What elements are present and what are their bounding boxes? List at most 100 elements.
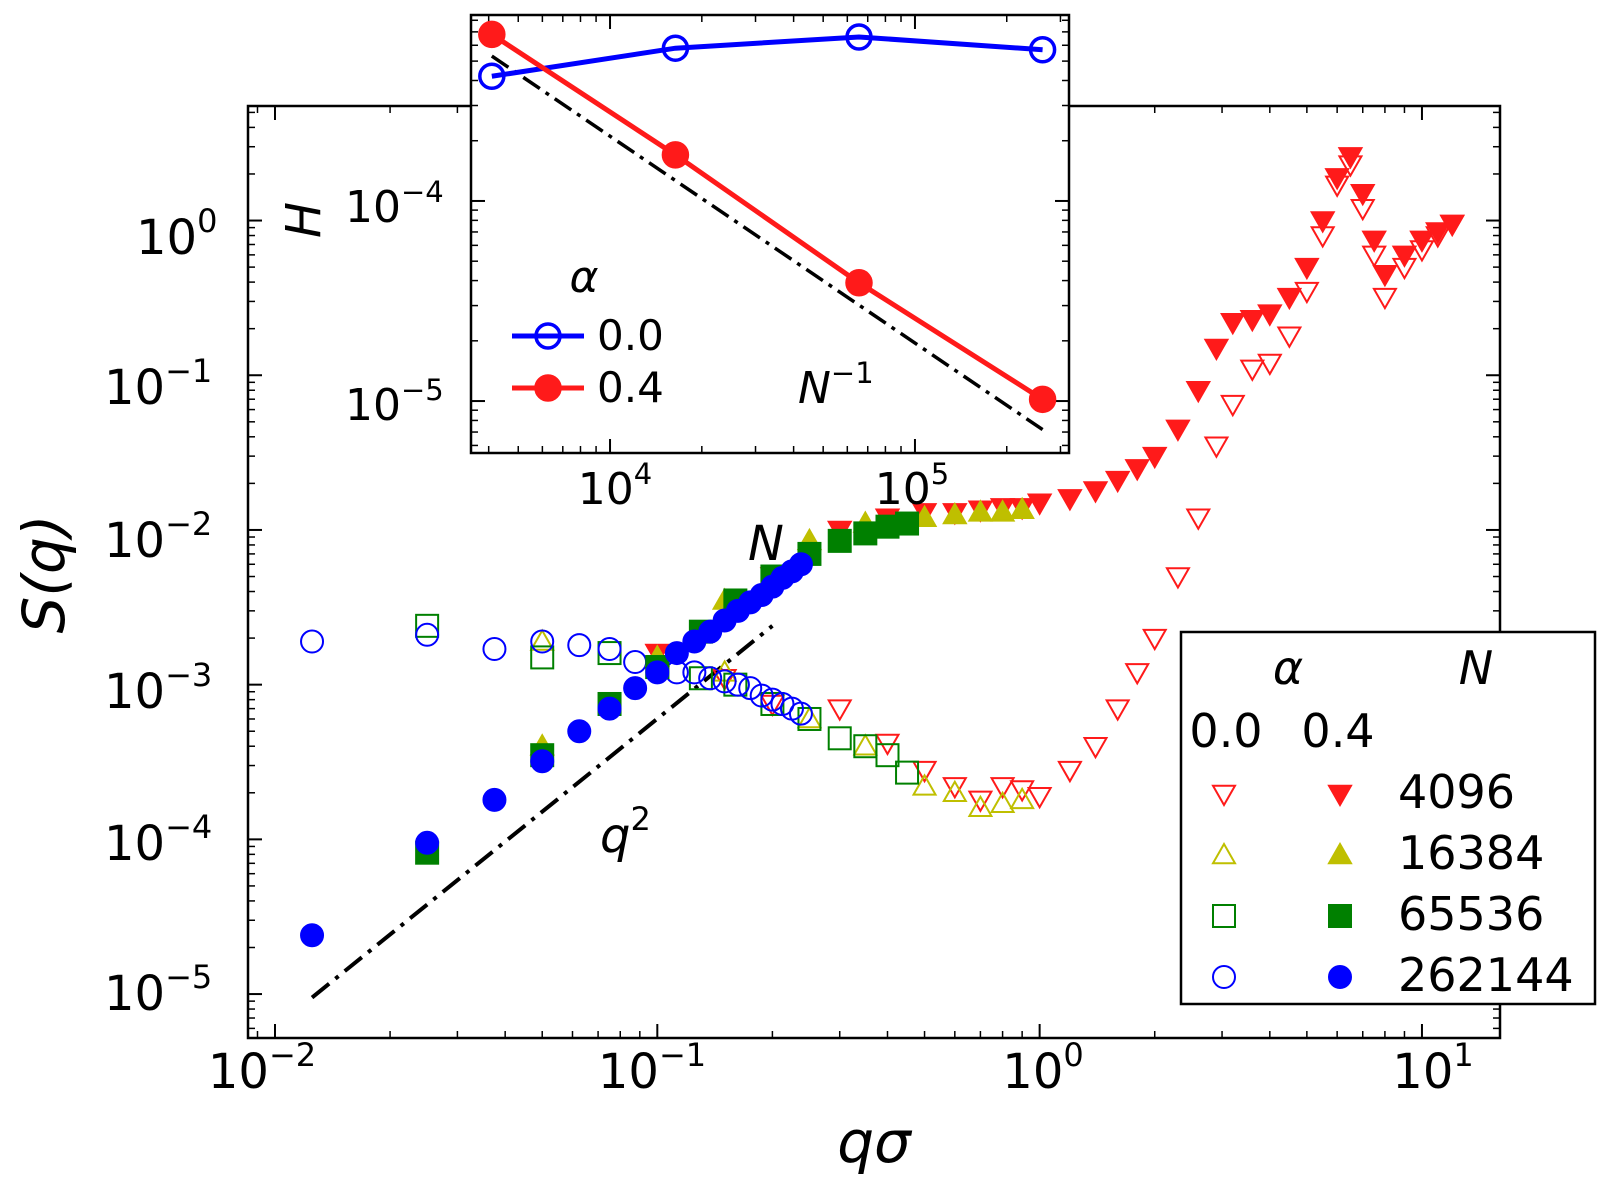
data-point <box>788 552 813 577</box>
data-point <box>567 719 592 744</box>
main-xtick-label-2: 100 <box>1002 1036 1083 1100</box>
main-x-axis-label: qσ <box>837 1108 913 1176</box>
data-point <box>1372 264 1398 288</box>
inset-series-line <box>490 32 1044 402</box>
data-point <box>1142 628 1168 652</box>
inset-xtick-label-1: 105 <box>875 457 949 515</box>
data-point <box>1165 419 1191 442</box>
data-point <box>796 705 823 729</box>
data-point <box>989 777 1016 800</box>
data-point <box>1276 326 1303 349</box>
data-point <box>415 830 440 855</box>
data-point <box>664 641 689 666</box>
legend-marker-filled <box>1327 841 1353 865</box>
n-inverse-reference-line <box>490 54 1044 432</box>
data-point <box>1026 493 1053 516</box>
data-point <box>875 743 900 768</box>
data-point <box>698 666 723 691</box>
legend-marker-open <box>1212 965 1236 989</box>
inset-legend-marker <box>534 322 562 350</box>
main-ytick-label-1: 10−4 <box>104 808 212 872</box>
data-point <box>942 779 968 803</box>
legend-alpha-header: α <box>1273 641 1303 695</box>
legend-n-header: N <box>1459 641 1493 695</box>
legend-entry-label-1: 16384 <box>1398 826 1544 880</box>
data-point <box>1009 496 1035 520</box>
data-point <box>1220 394 1246 418</box>
data-point <box>597 637 622 662</box>
inset-series-line <box>491 34 1043 79</box>
data-point <box>1372 287 1398 311</box>
series-circle-filled-262144 <box>300 552 813 948</box>
data-point <box>1057 760 1083 784</box>
legend-markers <box>1211 784 1353 989</box>
data-point <box>1082 481 1109 504</box>
data-point <box>530 749 555 774</box>
data-point <box>852 733 879 756</box>
data-point <box>1361 230 1387 253</box>
data-point <box>645 660 670 685</box>
data-point <box>1082 736 1109 760</box>
legend-marker-filled <box>1328 904 1352 928</box>
inset-ytick-label-1: 10−4 <box>345 175 444 233</box>
data-point <box>725 672 750 697</box>
q2-reference-segment <box>310 624 774 1000</box>
inset-legend-markers <box>512 322 584 402</box>
data-point <box>827 699 853 722</box>
data-point <box>567 633 592 658</box>
main-ytick-label-0: 10−5 <box>104 958 212 1022</box>
inset-data-point <box>478 20 506 49</box>
legend-alpha-label-1: 0.4 <box>1301 704 1374 758</box>
data-point <box>788 701 813 726</box>
main-ytick-label-4: 10−1 <box>104 352 212 416</box>
data-point <box>1350 184 1376 207</box>
inset-data-point <box>845 23 873 51</box>
data-point <box>1203 436 1230 459</box>
data-point <box>1324 168 1350 191</box>
data-point <box>1124 459 1150 482</box>
data-point <box>300 923 325 948</box>
data-point <box>1294 281 1320 305</box>
data-point <box>1009 786 1035 810</box>
data-point <box>1104 699 1131 722</box>
inset-data-point <box>478 62 506 91</box>
inset-plot: 104 105 10−5 10−4 H N−1 α 0.0 0.4 <box>276 13 1071 515</box>
inset-data-series <box>478 20 1057 414</box>
legend-alpha-label-0: 0.0 <box>1189 704 1262 758</box>
inset-legend-label-0: 0.0 <box>597 311 664 360</box>
main-ytick-label-5: 100 <box>136 202 217 266</box>
inset-legend-label-1: 0.4 <box>597 363 664 412</box>
data-point <box>1057 489 1083 512</box>
inset-data-point <box>845 269 873 297</box>
inset-xtick-label-0: 104 <box>578 457 652 515</box>
main-xtick-label-0: 10−2 <box>208 1036 316 1100</box>
inset-ytick-label-0: 10−5 <box>345 373 444 431</box>
data-point <box>530 629 555 654</box>
data-point <box>760 687 785 712</box>
data-point <box>712 669 737 694</box>
inset-y-axis-label: H <box>276 202 332 238</box>
inset-series-alpha-0.4 <box>478 20 1057 414</box>
data-point <box>1026 786 1053 810</box>
data-point <box>853 521 878 546</box>
main-xtick-label-3: 101 <box>1392 1036 1473 1100</box>
data-point <box>623 676 648 701</box>
data-point <box>688 666 713 691</box>
inset-legend: α 0.0 0.4 <box>512 252 664 412</box>
series-triangle-up-open-16384 <box>529 628 1035 818</box>
data-point <box>1337 147 1364 170</box>
main-n-annotation: N <box>748 516 784 572</box>
data-point <box>529 628 555 651</box>
data-point <box>1425 222 1451 245</box>
data-point <box>415 613 440 638</box>
data-point <box>967 790 994 813</box>
main-xtick-label-1: 10−1 <box>598 1036 706 1100</box>
data-point <box>682 660 707 685</box>
inset-legend-title: α <box>569 252 598 303</box>
data-point <box>942 777 968 800</box>
data-point <box>1409 230 1435 253</box>
legend-marker-filled <box>1328 965 1352 989</box>
legend-marker-filled <box>1327 784 1353 808</box>
data-point <box>1185 508 1212 531</box>
